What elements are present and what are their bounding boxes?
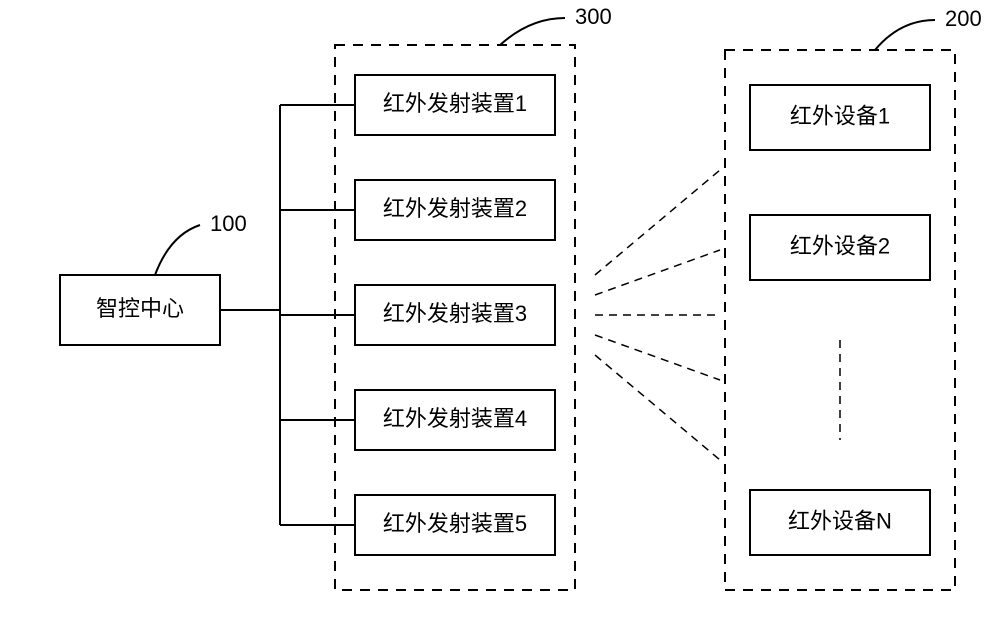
device-label: 红外设备1: [790, 103, 890, 128]
ir-beam: [595, 335, 720, 380]
ref-leader-100: [155, 225, 200, 275]
emitter-label: 红外发射装置2: [383, 196, 527, 221]
emitter-label: 红外发射装置4: [383, 406, 527, 431]
emitter-label: 红外发射装置5: [383, 511, 527, 536]
control-center-label: 智控中心: [96, 296, 184, 321]
ir-beam: [595, 250, 720, 295]
emitter-label: 红外发射装置1: [383, 91, 527, 116]
emitter-label: 红外发射装置3: [383, 301, 527, 326]
device-label: 红外设备2: [790, 233, 890, 258]
ref-leader-200: [875, 20, 935, 50]
ref-300: 300: [575, 4, 612, 29]
ref-leader-300: [500, 18, 565, 45]
ir-beam: [595, 170, 720, 275]
ref-200: 200: [945, 6, 982, 31]
ir-beam: [595, 355, 720, 460]
device-label: 红外设备N: [788, 508, 892, 533]
ref-100: 100: [210, 211, 247, 236]
